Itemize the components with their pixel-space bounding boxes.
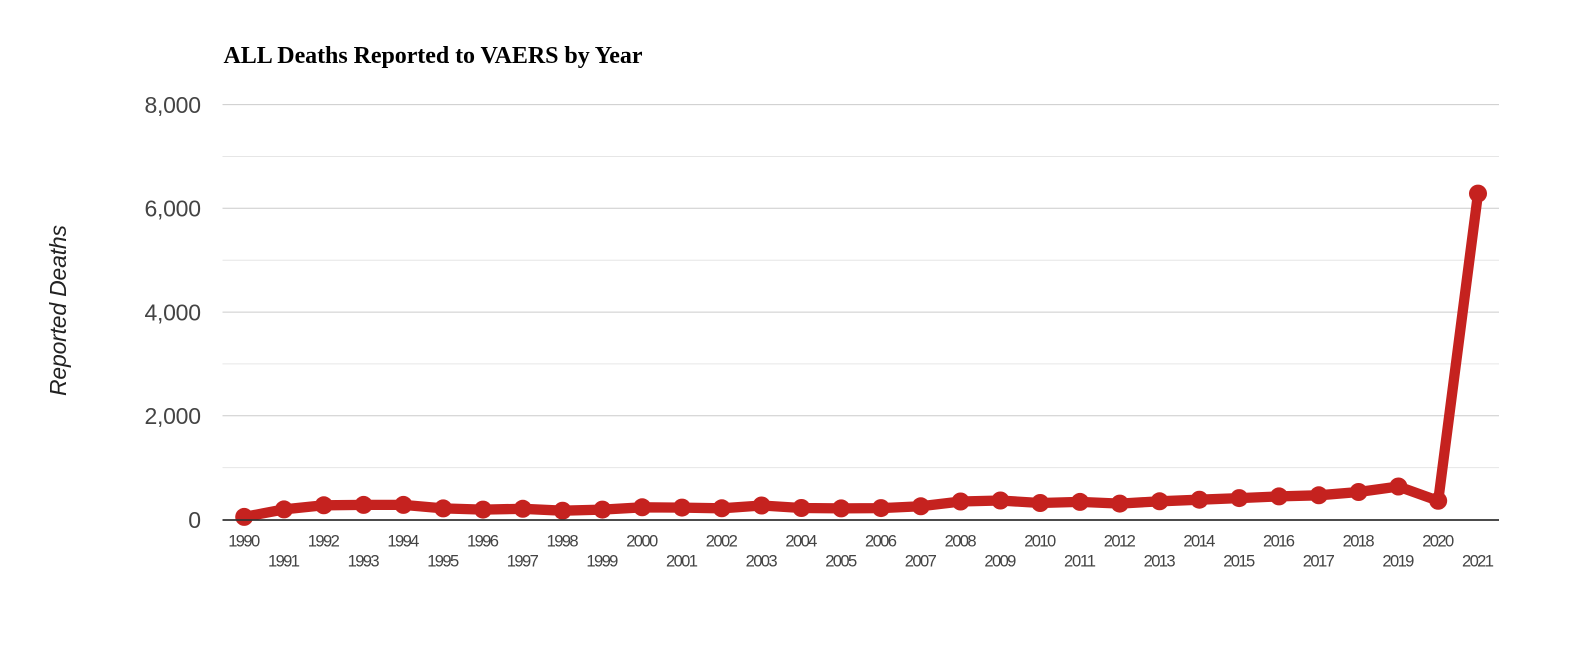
- svg-text:0: 0: [188, 507, 201, 533]
- svg-text:2003: 2003: [746, 552, 778, 571]
- svg-text:2015: 2015: [1223, 552, 1255, 571]
- svg-text:1996: 1996: [467, 532, 499, 551]
- svg-text:1995: 1995: [427, 552, 459, 571]
- svg-text:2016: 2016: [1263, 532, 1295, 551]
- svg-text:2,000: 2,000: [145, 403, 202, 429]
- svg-text:2013: 2013: [1144, 552, 1176, 571]
- svg-text:2006: 2006: [865, 532, 897, 551]
- svg-text:8,000: 8,000: [145, 92, 202, 118]
- svg-text:2021: 2021: [1462, 552, 1494, 571]
- svg-text:2002: 2002: [706, 532, 738, 551]
- svg-text:2000: 2000: [626, 532, 658, 551]
- svg-text:2007: 2007: [905, 552, 937, 571]
- svg-text:2014: 2014: [1183, 532, 1215, 551]
- svg-text:6,000: 6,000: [145, 196, 202, 222]
- svg-text:2011: 2011: [1064, 552, 1096, 571]
- svg-text:2001: 2001: [666, 552, 698, 571]
- svg-text:1998: 1998: [547, 532, 579, 551]
- svg-text:4,000: 4,000: [145, 300, 202, 326]
- svg-text:ALL Deaths Reported to VAERS b: ALL Deaths Reported to VAERS by Year: [224, 43, 643, 69]
- svg-text:2010: 2010: [1024, 532, 1056, 551]
- svg-text:1999: 1999: [586, 552, 618, 571]
- svg-text:2004: 2004: [785, 532, 817, 551]
- svg-text:2012: 2012: [1104, 532, 1136, 551]
- svg-text:2017: 2017: [1303, 552, 1335, 571]
- svg-text:1992: 1992: [308, 532, 340, 551]
- svg-text:2008: 2008: [945, 532, 977, 551]
- svg-text:2005: 2005: [825, 552, 857, 571]
- svg-text:1994: 1994: [387, 532, 419, 551]
- svg-text:1997: 1997: [507, 552, 539, 571]
- svg-text:1990: 1990: [228, 532, 260, 551]
- svg-text:1991: 1991: [268, 552, 300, 571]
- svg-text:2019: 2019: [1382, 552, 1414, 571]
- svg-text:2020: 2020: [1422, 532, 1454, 551]
- svg-text:2009: 2009: [984, 552, 1016, 571]
- svg-text:1993: 1993: [348, 552, 380, 571]
- svg-text:2018: 2018: [1343, 532, 1375, 551]
- svg-text:Reported Deaths: Reported Deaths: [45, 225, 71, 397]
